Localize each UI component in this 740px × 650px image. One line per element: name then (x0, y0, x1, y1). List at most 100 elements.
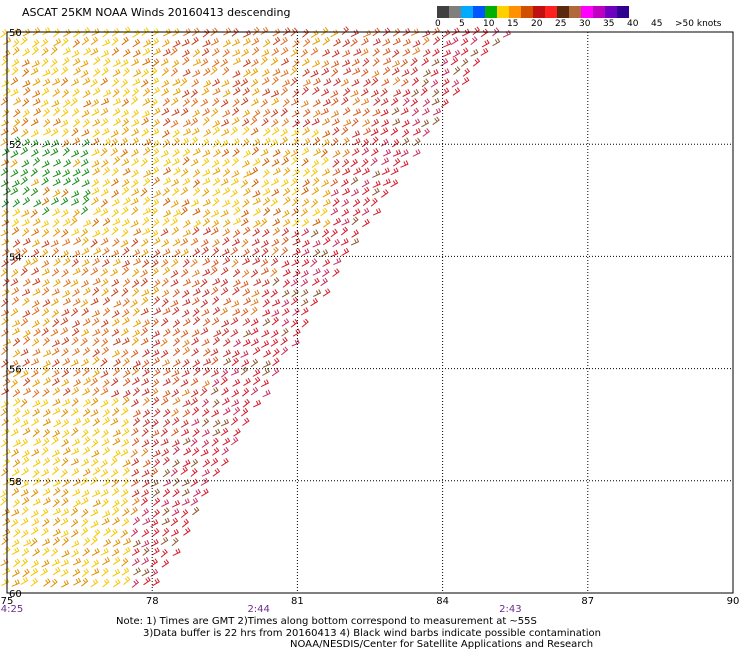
wind-barb (10, 126, 19, 136)
wind-barb (131, 238, 139, 247)
wind-barb (72, 29, 81, 38)
wind-barb (52, 107, 61, 116)
wind-barb (282, 268, 291, 277)
longitude-tick-label: 84 (436, 596, 449, 607)
legend-color-bar (437, 6, 737, 18)
wind-barb (220, 427, 229, 436)
wind-barb (280, 346, 289, 356)
wind-barb (382, 178, 391, 186)
wind-barb (241, 269, 250, 278)
wind-barb (112, 97, 121, 106)
wind-barb (52, 189, 61, 198)
wind-barb (132, 257, 142, 266)
wind-barb (21, 218, 30, 227)
wind-barb (120, 239, 129, 248)
wind-barb (222, 228, 231, 237)
wind-barb (200, 327, 209, 336)
wind-barb (252, 26, 260, 36)
wind-barb (272, 218, 281, 227)
wind-barb (210, 108, 219, 117)
wind-barb (330, 60, 340, 68)
wind-barb (170, 517, 179, 527)
wind-barb (202, 149, 211, 158)
wind-barb (220, 266, 229, 276)
wind-barb (263, 349, 271, 358)
wind-barb (252, 197, 261, 205)
wind-barb (270, 109, 279, 118)
wind-barb (2, 67, 10, 76)
wind-barb (183, 527, 191, 536)
wind-barb (420, 87, 428, 96)
wind-barb (11, 286, 20, 296)
wind-barb (260, 258, 269, 267)
wind-barb (231, 169, 240, 178)
wind-barb (22, 48, 30, 57)
wind-barb (162, 488, 171, 498)
wind-barb (20, 398, 28, 408)
wind-barb (232, 148, 240, 157)
legend-swatch (545, 6, 557, 18)
wind-barb (100, 117, 109, 127)
wind-barb (173, 167, 181, 176)
wind-barb (82, 89, 91, 98)
wind-barb (381, 119, 390, 127)
wind-barb (220, 209, 229, 218)
wind-barb (192, 248, 201, 257)
wind-barb (83, 189, 91, 198)
wind-barb (81, 236, 89, 246)
wind-barb (271, 246, 279, 256)
wind-barb (62, 218, 71, 227)
wind-barb (122, 467, 130, 476)
wind-barb (32, 428, 40, 438)
wind-barb (90, 377, 98, 386)
wind-barb (70, 518, 79, 528)
wind-barb (142, 57, 151, 66)
wind-barb (111, 36, 119, 46)
wind-barb (161, 517, 170, 526)
wind-barb (281, 289, 290, 298)
wind-barb (100, 77, 108, 86)
wind-barb (92, 118, 101, 127)
wind-barb (400, 149, 409, 157)
wind-barb (91, 438, 99, 448)
wind-barb (400, 160, 409, 168)
wind-barb (41, 278, 50, 287)
wind-barb (12, 407, 21, 417)
wind-barb (172, 397, 181, 405)
wind-barb (121, 316, 130, 326)
wind-barb (41, 160, 50, 168)
wind-barb (142, 517, 151, 526)
wind-barb (252, 346, 261, 356)
wind-barb (61, 549, 70, 558)
wind-barb (132, 307, 140, 317)
wind-barb (13, 97, 22, 106)
wind-barb (51, 339, 60, 348)
wind-barb (231, 300, 240, 308)
wind-barb (163, 328, 171, 337)
wind-barb (20, 419, 29, 428)
wind-barb (212, 399, 220, 408)
wind-barb (280, 178, 289, 187)
wind-barb (11, 218, 20, 228)
wind-barb (151, 547, 160, 556)
wind-barb (231, 238, 240, 247)
wind-barb (20, 480, 29, 488)
wind-barb (72, 208, 80, 218)
wind-barb (41, 468, 50, 477)
wind-barb (240, 78, 249, 87)
wind-barb (103, 538, 112, 547)
wind-barb (290, 177, 298, 187)
wind-barb (232, 87, 241, 96)
wind-barb (43, 477, 51, 487)
wind-barb (0, 496, 8, 506)
wind-barb (161, 67, 170, 77)
wind-barb (12, 239, 21, 248)
wind-barb (151, 128, 160, 136)
wind-barb (303, 38, 311, 47)
wind-barb (71, 549, 79, 558)
wind-barb (202, 268, 211, 277)
wind-barb (141, 447, 149, 457)
wind-barb (322, 48, 331, 57)
wind-barb (171, 508, 180, 517)
wind-barb (422, 29, 431, 38)
